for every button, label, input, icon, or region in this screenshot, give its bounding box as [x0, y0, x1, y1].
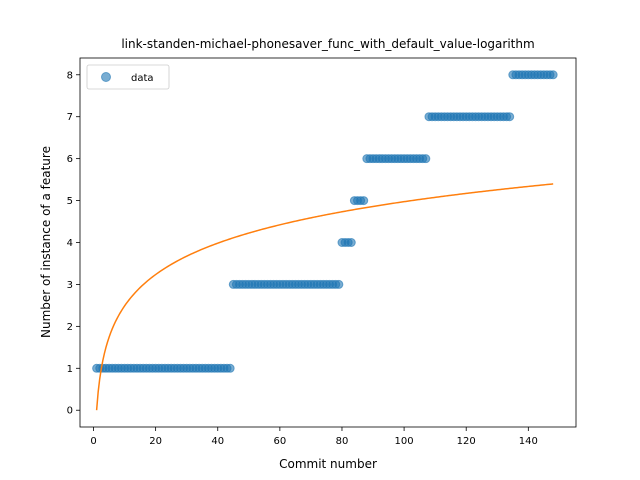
x-axis: 0 20 40 60 80 100 120 140	[90, 427, 538, 447]
y-tick-label: 3	[67, 280, 73, 291]
y-tick-label: 5	[67, 196, 73, 207]
fit-line	[95, 183, 554, 411]
y-tick-label: 7	[67, 112, 73, 123]
x-tick-label: 40	[211, 436, 224, 447]
y-axis-label: Number of instance of a feature	[39, 146, 53, 338]
x-tick-label: 20	[149, 436, 162, 447]
x-axis-label: Commit number	[279, 457, 377, 471]
legend-marker-data	[101, 72, 111, 82]
x-tick-label: 0	[90, 436, 96, 447]
data-point	[225, 363, 235, 373]
data-point	[505, 112, 515, 122]
y-tick-label: 2	[67, 322, 73, 333]
y-tick-label: 1	[67, 364, 73, 375]
data-point	[359, 196, 369, 206]
x-tick-label: 140	[519, 436, 538, 447]
y-tick-label: 6	[67, 154, 73, 165]
legend-label-data: data	[131, 73, 154, 84]
x-tick-label: 100	[395, 436, 414, 447]
data-point	[346, 238, 356, 247]
plot-series	[92, 70, 558, 411]
x-tick-label: 80	[336, 436, 349, 447]
data-point	[334, 279, 344, 289]
y-axis: 0 1 2 3 4 5 6 7 8	[67, 70, 80, 417]
legend-box	[86, 64, 170, 90]
y-tick-label: 4	[67, 238, 73, 249]
y-tick-label: 0	[67, 406, 73, 417]
legend: data	[86, 64, 170, 90]
x-tick-label: 120	[457, 436, 476, 447]
y-tick-label: 8	[67, 70, 73, 81]
data-point	[421, 154, 431, 164]
data-point	[548, 70, 558, 80]
x-tick-label: 60	[273, 436, 286, 447]
chart-title: link-standen-michael-phonesaver_func_wit…	[121, 37, 534, 51]
